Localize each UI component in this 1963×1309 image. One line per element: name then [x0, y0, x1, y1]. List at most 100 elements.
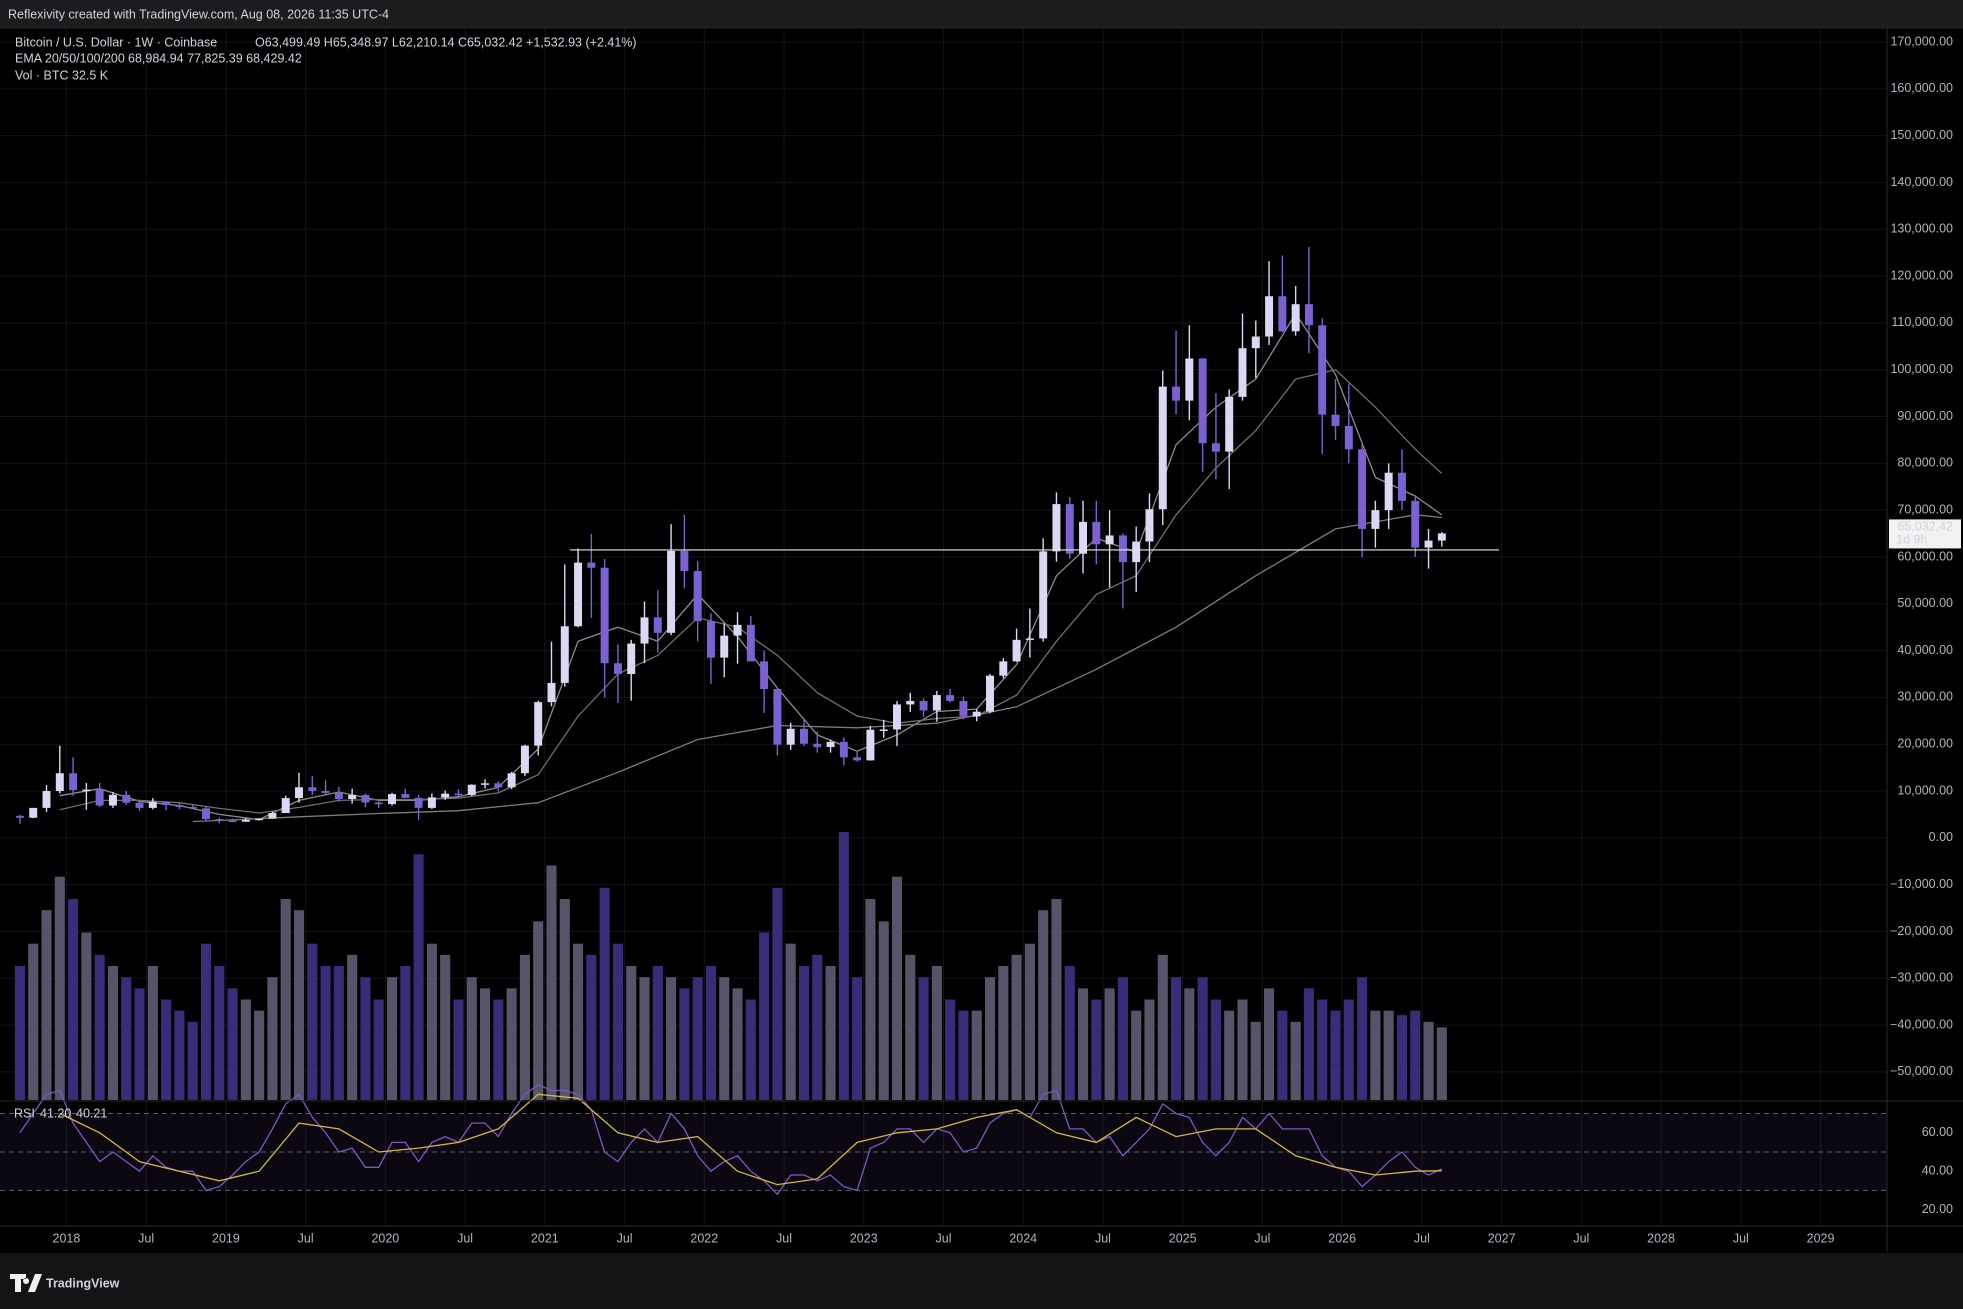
candle-body [162, 801, 171, 806]
candle-body [853, 757, 862, 761]
candle-body [1025, 638, 1034, 640]
volume-bar [1197, 977, 1208, 1100]
x-tick-label: Jul [617, 1231, 633, 1245]
candle-body [653, 617, 662, 633]
rsi-ma-value: 40.21 [76, 1106, 107, 1120]
volume-bar [386, 977, 398, 1100]
volume-bar [28, 943, 39, 1100]
x-tick-label: Jul [776, 1231, 792, 1245]
candle-body [348, 795, 357, 799]
volume-bar [1038, 910, 1049, 1100]
candle-body [1105, 535, 1114, 545]
volume-bar [546, 865, 557, 1100]
candle-body [1039, 551, 1048, 639]
candle-body [1158, 386, 1167, 510]
volume-bar [161, 999, 172, 1100]
volume-bar [1250, 1021, 1261, 1100]
candle-body [374, 802, 383, 805]
volume-bar [1024, 943, 1035, 1100]
volume-bar [1357, 977, 1368, 1100]
volume-bar [1423, 1021, 1434, 1100]
volume-bar [586, 954, 597, 1100]
volume-bar [612, 943, 623, 1100]
volume-bar [1104, 988, 1115, 1100]
volume-bar [121, 977, 132, 1100]
candle-body [1145, 509, 1154, 542]
candle-body [69, 773, 78, 791]
volume-bar [519, 954, 530, 1100]
volume-bar [652, 966, 663, 1100]
candle-body [600, 567, 609, 664]
y-tick-label: 20,000.00 [1897, 737, 1953, 751]
candle-body [1424, 540, 1433, 548]
candle-body [401, 794, 410, 798]
volume-bar [626, 966, 637, 1100]
candle-body [1331, 414, 1340, 426]
candle-body [972, 711, 981, 717]
footer [0, 1253, 1963, 1309]
volume-bar [134, 988, 145, 1100]
candle-body [1012, 639, 1021, 662]
volume-bar [1330, 1010, 1341, 1100]
y-tick-label: −10,000.00 [1890, 877, 1953, 891]
price-axis-bg [1887, 29, 1963, 1252]
candle-body [574, 562, 583, 627]
volume-bar [679, 988, 690, 1100]
candle-body [215, 819, 224, 821]
volume-bar [1131, 1010, 1142, 1100]
volume-bar [506, 988, 517, 1100]
candle-body [640, 617, 649, 644]
volume-bar [1370, 1010, 1381, 1100]
volume-bar [812, 954, 823, 1100]
volume-bar [984, 977, 996, 1100]
volume-bar [1237, 999, 1248, 1100]
candle-body [441, 793, 450, 798]
volume-bar [1171, 977, 1182, 1100]
candle-body [760, 661, 769, 689]
candle-body [29, 807, 38, 818]
x-tick-label: Jul [457, 1231, 473, 1245]
y-tick-label: 40,000.00 [1897, 643, 1953, 657]
y-tick-label: 0.00 [1929, 830, 1953, 844]
axes: 2018 Jul 2019 Jul 2020 Jul 2021 Jul 2022 Jul 2023 J… [0, 29, 1963, 1252]
x-tick-label: 2022 [690, 1231, 718, 1245]
candle-body [321, 791, 330, 793]
logo-icon [10, 1274, 42, 1292]
candle-body [560, 626, 569, 683]
volume-bar [1064, 966, 1075, 1100]
volume-bar [918, 977, 929, 1100]
volume-bar [107, 966, 119, 1100]
x-tick-label: Jul [1573, 1231, 1589, 1245]
x-tick-label: Jul [1414, 1231, 1430, 1245]
x-tick-label: 2025 [1169, 1231, 1197, 1245]
candle-body [1092, 521, 1101, 545]
volume-bar [254, 1010, 265, 1100]
candle-body [919, 700, 928, 711]
y-tick-label: 160,000.00 [1890, 81, 1953, 95]
volume-bar [1011, 954, 1022, 1100]
candle-body [55, 773, 64, 792]
volume-bar [347, 954, 358, 1100]
volume-bar [785, 943, 796, 1100]
volume-bar [333, 966, 344, 1100]
volume-bar [293, 910, 305, 1100]
candle-body [1304, 304, 1313, 326]
volume-bar [533, 921, 544, 1100]
brand-logo: TradingView [10, 1274, 120, 1292]
ema-label: EMA 20/50/100/200 [15, 51, 125, 65]
candle-body [667, 550, 676, 633]
x-tick-label: Jul [1254, 1231, 1270, 1245]
candle-body [122, 794, 131, 803]
candle-body [1238, 348, 1247, 397]
x-tick-label: 2021 [531, 1231, 559, 1245]
candle-body [986, 675, 994, 712]
volume-bar [745, 999, 756, 1100]
candle-body [295, 787, 303, 799]
rsi-line [19, 1083, 1443, 1196]
candle-body [1118, 535, 1127, 563]
volume-bar [453, 999, 464, 1100]
candle-body [1065, 504, 1074, 554]
volume-bar [1144, 999, 1155, 1100]
volume-label: Vol · BTC [15, 68, 69, 82]
